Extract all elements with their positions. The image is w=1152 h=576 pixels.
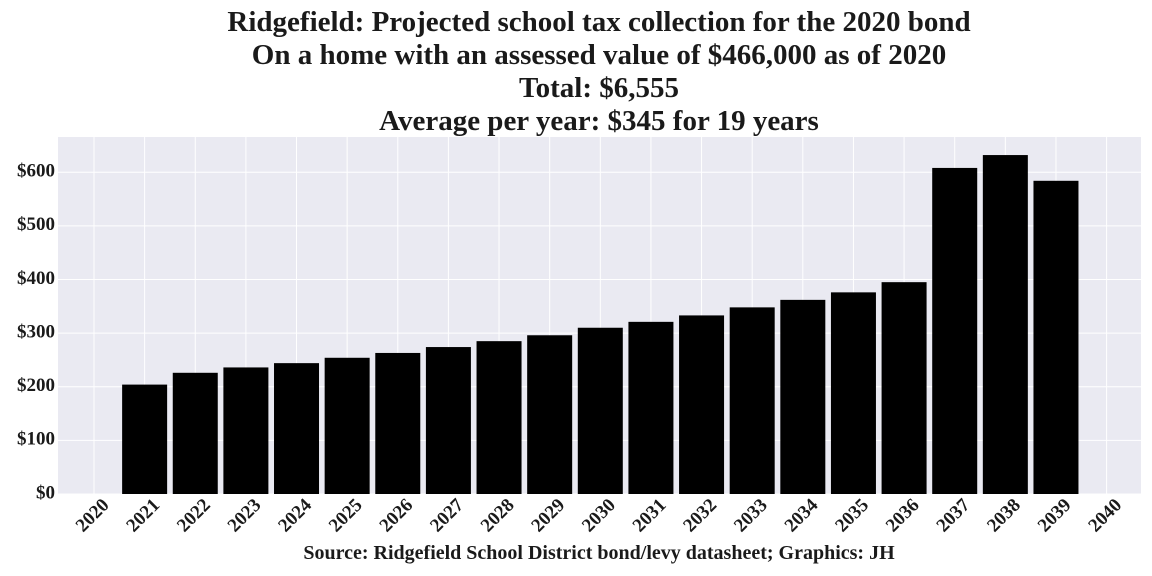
y-tick-label: $100 [17, 429, 55, 450]
bar-2033 [729, 307, 775, 494]
source-note: Source: Ridgefield School District bond/… [303, 542, 895, 564]
x-tick-label: 2023 [224, 495, 266, 537]
x-tick-label: 2029 [527, 495, 569, 537]
bar-2028 [476, 341, 522, 494]
bar-2030 [577, 327, 623, 494]
title-line-1: Ridgefield: Projected school tax collect… [227, 6, 970, 38]
title-line-2: On a home with an assessed value of $466… [252, 39, 946, 71]
y-tick-label: $500 [17, 214, 55, 235]
bar-2025 [324, 357, 370, 494]
bar-2037 [932, 167, 978, 494]
bar-2035 [830, 292, 876, 494]
x-tick-label: 2038 [983, 495, 1025, 537]
x-tick-label: 2033 [730, 495, 772, 537]
x-tick-label: 2030 [578, 495, 620, 537]
bar-2023 [223, 367, 269, 494]
bar-2034 [780, 299, 826, 494]
x-tick-label: 2021 [122, 495, 164, 537]
x-tick-label: 2037 [933, 494, 975, 536]
x-tick-label: 2020 [72, 495, 114, 537]
bar-2021 [122, 384, 168, 494]
bar-2039 [1033, 180, 1079, 495]
bar-2022 [172, 372, 218, 494]
x-tick-label: 2032 [679, 495, 721, 537]
y-tick-label: $200 [17, 375, 55, 396]
y-axis-ticks: $0 $100 $200 $300 $400 $500 $600 [17, 161, 55, 504]
x-tick-label: 2040 [1084, 495, 1126, 537]
x-tick-label: 2031 [629, 495, 671, 537]
x-tick-label: 2028 [477, 495, 519, 537]
bars [122, 155, 1079, 495]
y-tick-label: $600 [17, 161, 55, 182]
y-tick-label: $400 [17, 268, 55, 289]
x-tick-label: 2035 [831, 495, 873, 537]
x-tick-label: 2022 [173, 495, 215, 537]
chart-title: Ridgefield: Projected school tax collect… [227, 6, 970, 137]
y-tick-label: $300 [17, 321, 55, 342]
bar-2031 [628, 321, 674, 494]
bar-2024 [274, 363, 320, 494]
x-axis-ticks: 2020 2021 2022 2023 2024 2025 2026 2027 2028 2029… [72, 494, 1126, 536]
y-tick-label: $0 [36, 482, 55, 503]
x-tick-label: 2026 [376, 495, 418, 537]
bar-2029 [527, 335, 573, 494]
bar-2036 [881, 282, 927, 494]
x-tick-label: 2024 [274, 494, 316, 536]
title-line-3: Total: $6,555 [519, 72, 679, 104]
x-tick-label: 2036 [882, 495, 924, 537]
bar-2032 [679, 315, 725, 494]
x-tick-label: 2025 [325, 495, 367, 537]
x-tick-label: 2027 [426, 494, 468, 536]
bar-2027 [425, 347, 471, 494]
bar-2038 [982, 155, 1028, 494]
x-tick-label: 2034 [781, 494, 823, 536]
bar-2026 [375, 352, 421, 494]
title-line-4: Average per year: $345 for 19 years [379, 105, 819, 137]
x-tick-label: 2039 [1034, 495, 1076, 537]
